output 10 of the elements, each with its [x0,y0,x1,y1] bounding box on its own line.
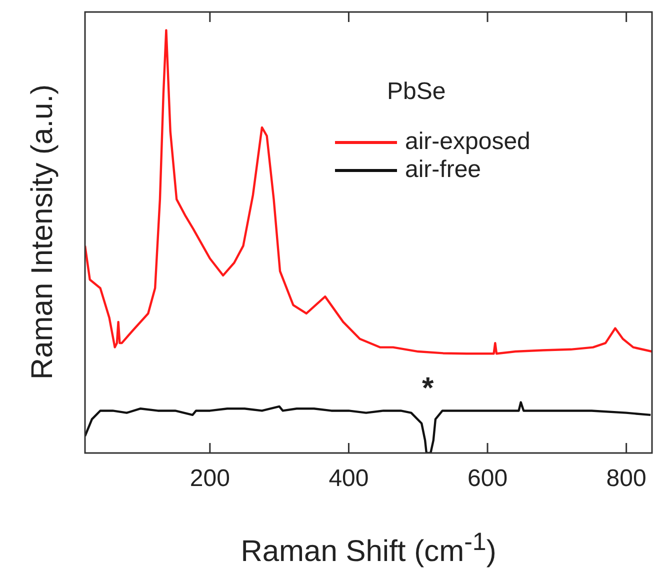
x-tick-label: 200 [190,465,230,492]
x-tick-label: 800 [606,465,646,492]
x-tick-label: 600 [468,465,508,492]
x-tick-label: 400 [328,465,369,492]
legend-title: PbSe [387,78,447,106]
legend-label: air-exposed [405,128,530,156]
x-axis-title: Raman Shift (cm$^{-1}$) [240,528,498,569]
legend-label: air-free [405,156,482,184]
annotation: * [422,372,434,406]
y-axis-title: Raman Intensity (a.u.) [26,84,60,380]
